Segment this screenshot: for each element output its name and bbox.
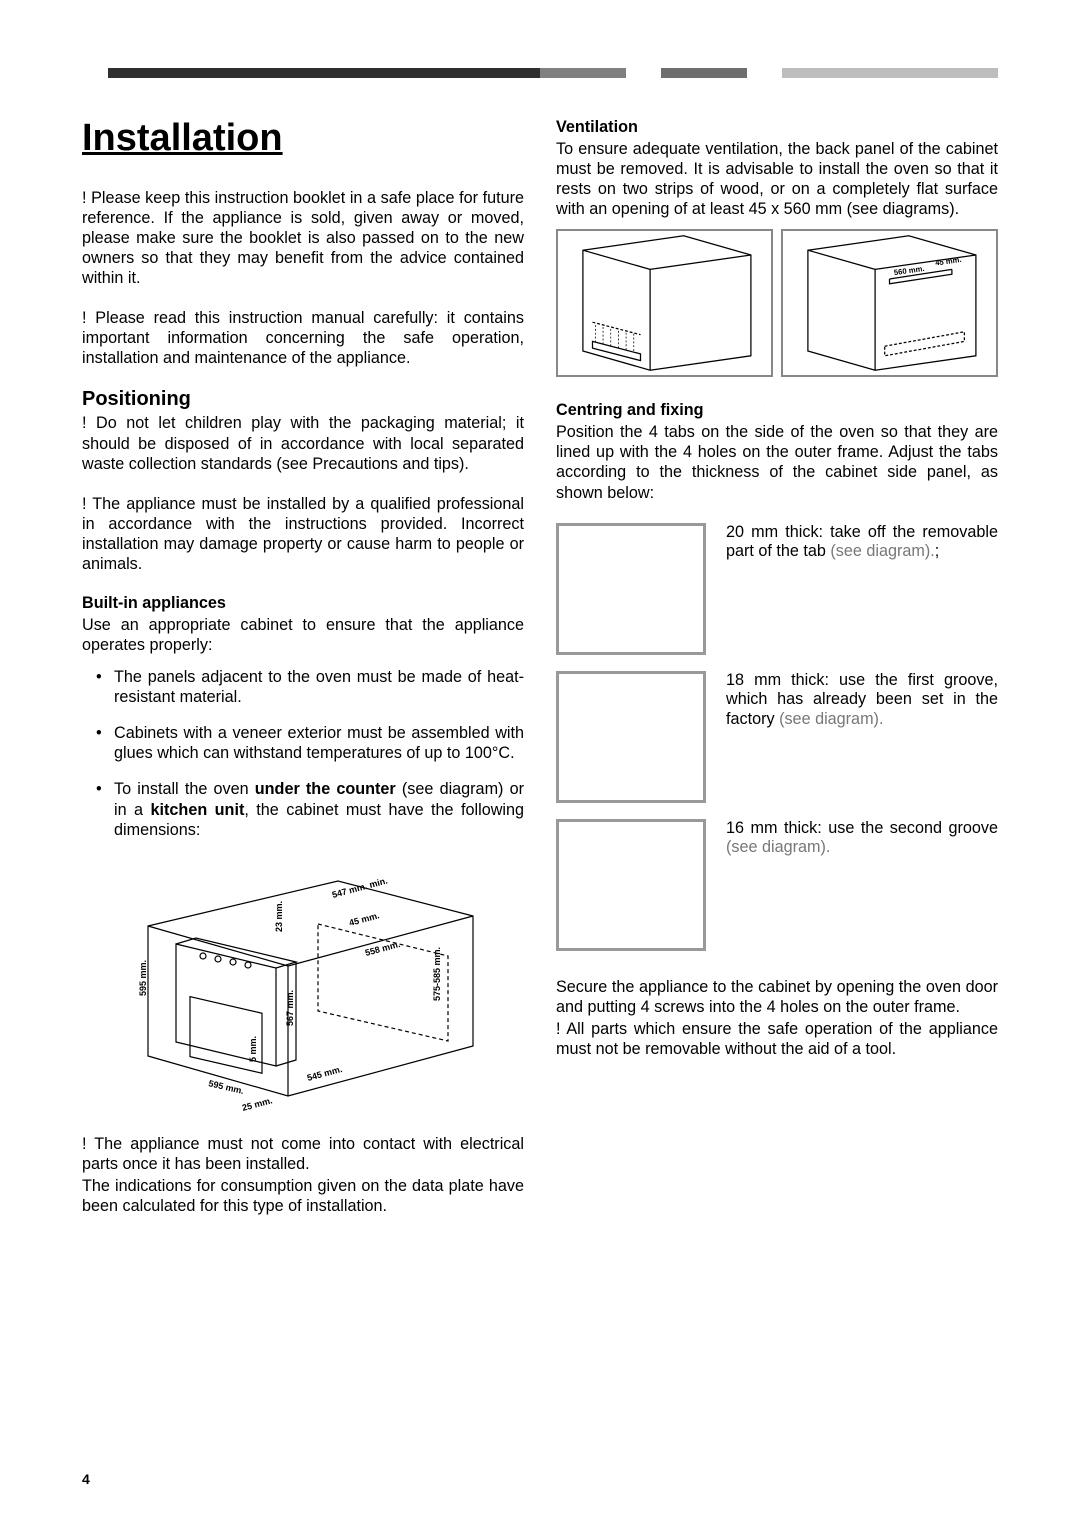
ventilation-paragraph: To ensure adequate ventilation, the back… [556,139,998,219]
tab-description: 18 mm thick: use the first groove, which… [726,671,998,730]
svg-text:45 mm.: 45 mm. [348,910,381,928]
tab-diagram-box [556,523,706,655]
svg-text:545 mm.: 545 mm. [306,1064,343,1083]
list-item: The panels adjacent to the oven must be … [100,667,524,707]
list-item: Cabinets with a veneer exterior must be … [100,723,524,763]
header-rule [108,68,998,78]
positioning-paragraph-2: ! The appliance must be installed by a q… [82,494,524,574]
see-diagram-label: (see diagram). [830,542,934,560]
see-diagram-label: (see diagram). [726,838,830,856]
vent-svg-2: 560 mm. 45 mm. [783,231,996,375]
svg-text:567 mm.: 567 mm. [285,990,295,1026]
positioning-heading: Positioning [82,388,524,411]
cabinet-dimensions-diagram: 595 mm. 595 mm. 567 mm. 23 mm. 5 mm. 545… [118,856,488,1116]
tab-description: 16 mm thick: use the second groove (see … [726,819,998,859]
intro-paragraph-2: ! Please read this instruction manual ca… [82,308,524,368]
left-column: Installation ! Please keep this instruct… [82,118,524,1236]
electrical-warning: ! The appliance must not come into conta… [82,1134,524,1174]
page-root: Installation ! Please keep this instruct… [0,0,1080,1527]
svg-text:5 mm.: 5 mm. [248,1036,258,1062]
secure-paragraph: Secure the appliance to the cabinet by o… [556,977,998,1017]
tab-diagram-box [556,819,706,951]
svg-text:575-585 mm.: 575-585 mm. [432,947,442,1001]
consumption-note: The indications for consumption given on… [82,1176,524,1216]
li-bold: kitchen unit [151,801,245,819]
builtin-heading: Built-in appliances [82,594,524,613]
tab-diagram-box [556,671,706,803]
header-rule-segment [108,68,540,78]
see-diagram-label: (see diagram). [779,710,883,728]
tab-option-20mm: 20 mm thick: take off the removable part… [556,523,998,655]
positioning-paragraph-1: ! Do not let children play with the pack… [82,413,524,473]
svg-text:45 mm.: 45 mm. [935,255,962,268]
header-rule-segment [747,68,782,78]
intro-paragraph-1: ! Please keep this instruction booklet i… [82,188,524,288]
ventilation-heading: Ventilation [556,118,998,137]
page-title: Installation [82,118,524,160]
vent-svg-1 [558,231,771,375]
centring-heading: Centring and fixing [556,401,998,420]
ventilation-diagram-2: 560 mm. 45 mm. [781,229,998,377]
header-rule-segment [540,68,626,78]
centring-paragraph: Position the 4 tabs on the side of the o… [556,422,998,502]
header-rule-segment [661,68,747,78]
svg-text:558 mm.: 558 mm. [364,939,401,958]
right-column: Ventilation To ensure adequate ventilati… [556,118,998,1236]
svg-text:23 mm.: 23 mm. [274,901,284,932]
cabinet-svg: 595 mm. 595 mm. 567 mm. 23 mm. 5 mm. 545… [118,856,488,1116]
header-rule-segment [782,68,998,78]
svg-text:595 mm.: 595 mm. [138,960,148,996]
svg-text:25 mm.: 25 mm. [241,1095,274,1113]
header-rule-segment [626,68,661,78]
ventilation-diagrams: 560 mm. 45 mm. [556,229,998,377]
svg-text:595 mm.: 595 mm. [208,1078,245,1096]
tab-option-18mm: 18 mm thick: use the first groove, which… [556,671,998,803]
tab-text-part: 16 mm thick: use the second groove [726,819,998,837]
tab-description: 20 mm thick: take off the removable part… [726,523,998,563]
list-item: To install the oven under the counter (s… [100,779,524,839]
tool-warning: ! All parts which ensure the safe operat… [556,1019,998,1059]
two-column-layout: Installation ! Please keep this instruct… [82,118,998,1236]
builtin-list: The panels adjacent to the oven must be … [82,667,524,840]
svg-text:547 mm. min.: 547 mm. min. [331,875,389,899]
tab-option-16mm: 16 mm thick: use the second groove (see … [556,819,998,951]
li-text: To install the oven [114,780,255,798]
tab-text-part: ; [935,542,940,560]
page-number: 4 [82,1471,90,1487]
li-bold: under the counter [255,780,396,798]
builtin-paragraph: Use an appropriate cabinet to ensure tha… [82,615,524,655]
ventilation-diagram-1 [556,229,773,377]
